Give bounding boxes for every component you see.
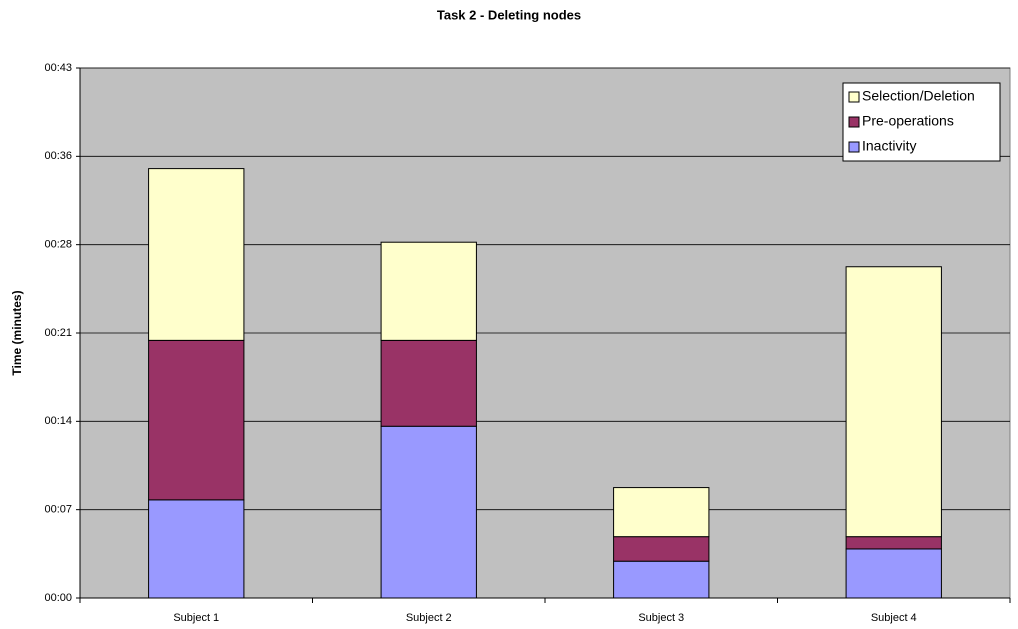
y-tick-label: 00:21 bbox=[44, 327, 72, 339]
bar-segment bbox=[148, 168, 245, 341]
legend-label: Inactivity bbox=[862, 138, 916, 154]
x-tick-label: Subject 2 bbox=[406, 612, 452, 624]
legend-box bbox=[842, 82, 1001, 162]
y-tick-label: 00:43 bbox=[44, 62, 72, 74]
chart-title: Task 2 - Deleting nodes bbox=[437, 7, 581, 22]
legend-swatch bbox=[848, 116, 860, 128]
y-tick-label: 00:36 bbox=[44, 150, 72, 162]
bar-segment bbox=[613, 536, 710, 562]
bar-segment bbox=[148, 499, 245, 599]
y-tick-label: 00:28 bbox=[44, 239, 72, 251]
y-axis-label: Time (minutes) bbox=[10, 290, 24, 375]
legend-label: Selection/Deletion bbox=[862, 88, 975, 104]
bar-segment bbox=[148, 339, 245, 501]
bar-segment bbox=[845, 548, 942, 599]
bar-segment bbox=[380, 241, 477, 341]
bar-segment bbox=[613, 560, 710, 599]
legend-swatch bbox=[848, 141, 860, 153]
y-tick-label: 00:14 bbox=[44, 415, 72, 427]
bar-segment bbox=[845, 266, 942, 538]
x-tick-label: Subject 1 bbox=[173, 612, 219, 624]
y-tick-label: 00:07 bbox=[44, 504, 72, 516]
legend-label: Pre-operations bbox=[862, 113, 954, 129]
bar-segment bbox=[613, 487, 710, 538]
bar-segment bbox=[380, 339, 477, 427]
bar-segment bbox=[845, 536, 942, 550]
legend-swatch bbox=[848, 91, 860, 103]
x-tick-label: Subject 4 bbox=[871, 612, 917, 624]
x-tick-label: Subject 3 bbox=[638, 612, 684, 624]
y-tick-label: 00:00 bbox=[44, 592, 72, 604]
bar-segment bbox=[380, 425, 477, 599]
